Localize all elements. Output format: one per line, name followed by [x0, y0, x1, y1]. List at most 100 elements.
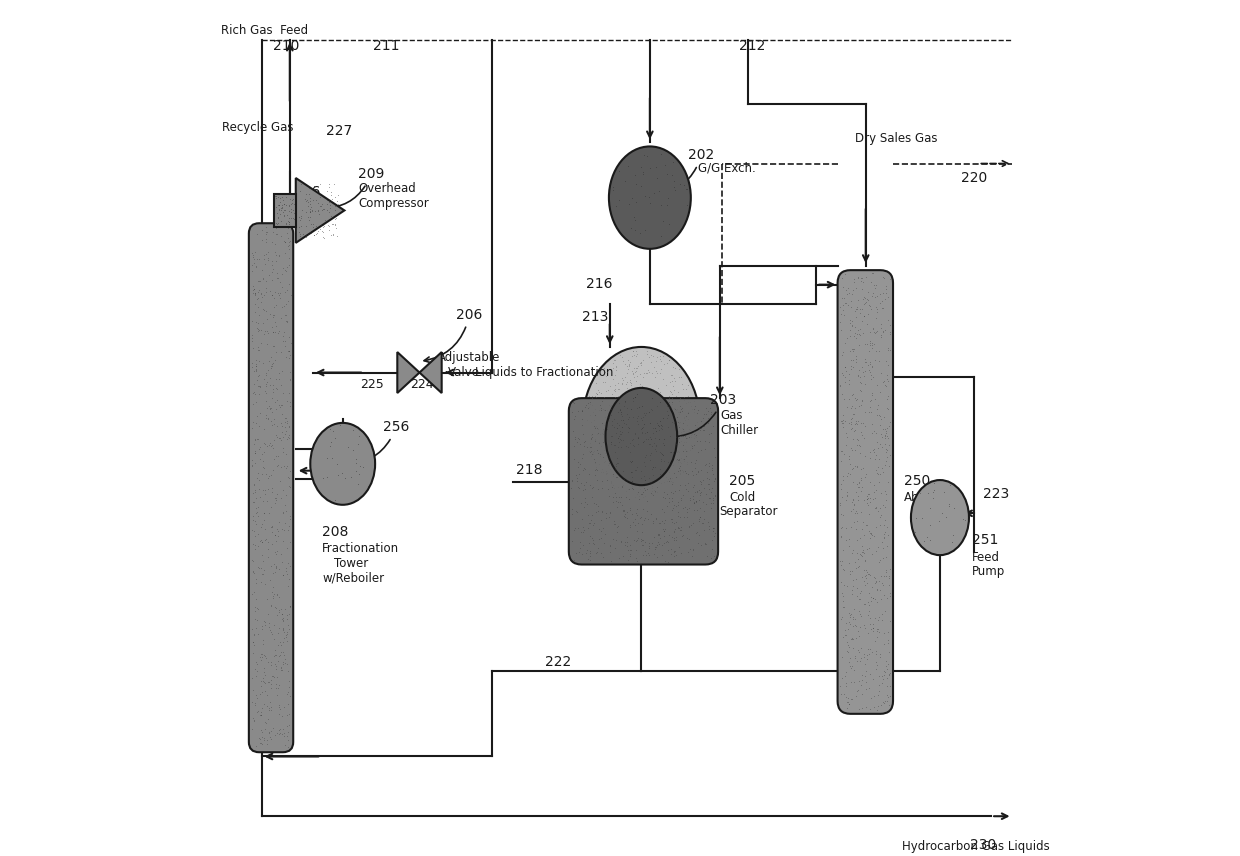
Point — [853, 543, 873, 556]
Point — [662, 395, 682, 409]
Point — [258, 542, 278, 556]
Point — [632, 548, 652, 562]
Point — [631, 413, 651, 427]
Point — [243, 486, 263, 500]
Point — [258, 712, 278, 726]
Point — [272, 645, 291, 659]
Point — [856, 664, 875, 678]
Point — [609, 419, 629, 432]
Point — [272, 300, 291, 314]
Point — [268, 210, 288, 223]
Point — [853, 276, 873, 289]
Point — [614, 433, 634, 447]
Point — [877, 393, 897, 407]
Point — [610, 403, 630, 417]
Point — [675, 426, 694, 440]
Point — [635, 412, 655, 425]
Point — [666, 430, 686, 443]
Point — [629, 491, 649, 505]
Point — [614, 401, 634, 414]
Point — [624, 442, 644, 455]
Point — [683, 490, 703, 503]
Point — [624, 437, 644, 450]
Point — [863, 621, 883, 634]
Point — [575, 475, 595, 489]
Point — [639, 190, 658, 204]
Point — [618, 408, 637, 422]
Point — [609, 496, 629, 509]
Point — [610, 425, 630, 438]
Point — [866, 576, 885, 590]
Point — [645, 484, 665, 498]
Point — [832, 416, 852, 430]
Point — [632, 538, 652, 552]
Point — [243, 356, 263, 370]
Point — [247, 395, 267, 409]
Point — [565, 409, 585, 423]
Point — [614, 450, 634, 464]
Point — [864, 337, 884, 351]
Point — [620, 543, 640, 556]
Point — [265, 189, 285, 203]
Point — [625, 418, 645, 431]
Point — [678, 389, 698, 402]
Point — [277, 568, 296, 581]
Point — [263, 463, 283, 477]
Point — [875, 563, 895, 577]
Point — [569, 431, 589, 445]
Point — [640, 196, 660, 210]
Point — [263, 262, 283, 276]
Point — [244, 447, 264, 461]
Point — [687, 526, 707, 539]
Point — [691, 463, 711, 477]
Point — [680, 443, 699, 457]
Point — [683, 516, 703, 530]
Point — [837, 489, 857, 502]
Point — [246, 491, 265, 505]
Point — [585, 421, 605, 435]
Point — [278, 395, 298, 408]
Point — [640, 449, 660, 462]
Point — [275, 602, 295, 615]
Point — [631, 452, 651, 466]
Point — [295, 205, 315, 219]
Point — [630, 482, 650, 496]
Point — [246, 507, 265, 520]
Point — [874, 531, 894, 544]
Point — [859, 598, 879, 612]
Point — [341, 470, 361, 484]
Point — [585, 435, 605, 449]
Point — [249, 440, 269, 454]
Point — [280, 509, 300, 523]
Point — [842, 443, 862, 457]
Point — [278, 523, 298, 537]
Point — [670, 540, 689, 554]
Point — [252, 709, 272, 722]
Point — [573, 538, 593, 551]
Point — [296, 229, 316, 243]
Point — [255, 232, 275, 246]
Point — [253, 671, 273, 685]
Point — [694, 407, 714, 421]
Point — [646, 511, 666, 525]
Point — [258, 656, 278, 669]
Point — [619, 410, 639, 424]
Point — [661, 484, 681, 498]
Point — [877, 287, 897, 300]
Point — [264, 245, 284, 259]
Point — [611, 377, 631, 391]
Point — [622, 410, 642, 424]
Point — [254, 253, 274, 266]
Point — [303, 217, 322, 230]
Point — [661, 405, 681, 419]
Point — [267, 601, 286, 615]
Point — [839, 467, 859, 480]
Point — [833, 280, 853, 294]
Point — [672, 401, 692, 415]
Point — [914, 534, 934, 548]
Point — [242, 360, 262, 373]
Point — [626, 507, 646, 520]
Point — [645, 540, 665, 554]
Point — [608, 520, 627, 534]
Point — [254, 684, 274, 698]
